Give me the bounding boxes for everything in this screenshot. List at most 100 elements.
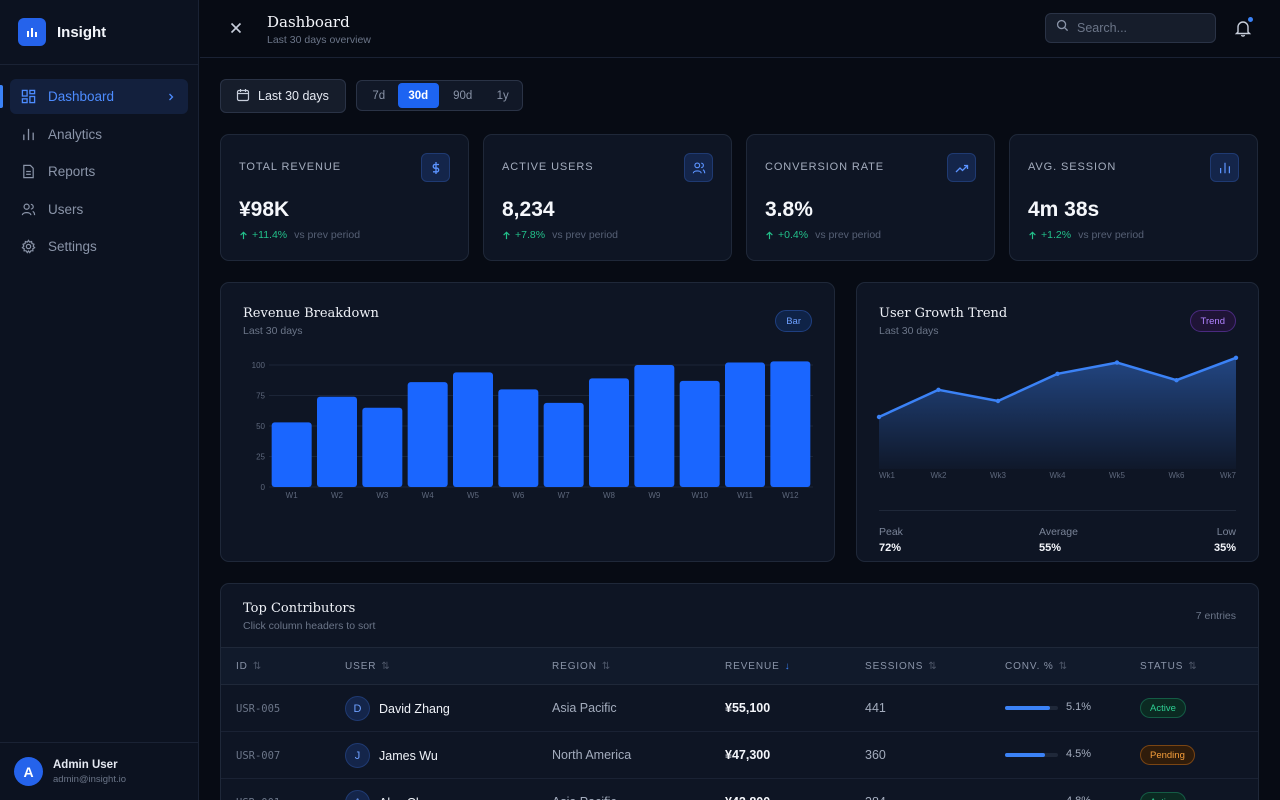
data-point[interactable] xyxy=(876,414,882,420)
cell-sessions: 441 xyxy=(865,701,886,715)
date-range-button[interactable]: Last 30 days xyxy=(220,79,346,113)
sidebar-item-label: Reports xyxy=(48,164,96,179)
column-header-id[interactable]: ID ⇅ xyxy=(236,661,262,672)
user-name: David Zhang xyxy=(379,701,450,716)
column-header-sessions[interactable]: SESSIONS ⇅ xyxy=(865,661,938,672)
bar[interactable] xyxy=(453,372,493,487)
range-option-7d[interactable]: 7d xyxy=(372,89,386,102)
column-header-conversion[interactable]: CONV. % ⇅ xyxy=(1005,661,1068,672)
card-title: User Growth Trend xyxy=(879,306,1008,321)
search-icon xyxy=(1056,19,1069,37)
sort-icon: ⇅ xyxy=(928,661,938,672)
x-tick-label: W2 xyxy=(331,491,344,500)
x-tick-label: W4 xyxy=(422,491,435,500)
user-name: James Wu xyxy=(379,748,438,763)
bar[interactable] xyxy=(589,378,629,487)
bar[interactable] xyxy=(543,402,584,487)
column-header-revenue[interactable]: REVENUE ↓ xyxy=(725,661,791,672)
conversion-bar xyxy=(1005,706,1058,710)
kpi-compare: vs prev period xyxy=(294,229,361,241)
cell-id: USR-005 xyxy=(236,703,281,715)
sidebar-item-label: Users xyxy=(48,201,84,217)
sidebar-item-label: Dashboard xyxy=(48,89,115,104)
sidebar-item-dashboard[interactable]: Dashboard xyxy=(0,79,188,114)
avatar: A xyxy=(345,790,370,800)
data-point[interactable] xyxy=(995,398,1001,404)
bar-chart-icon xyxy=(1210,153,1239,182)
cell-id: USR-007 xyxy=(236,750,281,762)
cell-id: USR-001 xyxy=(236,797,280,800)
bar[interactable] xyxy=(317,396,357,487)
column-header-region[interactable]: REGION ⇅ xyxy=(552,661,611,672)
growth-stats: Peak 72% Average 55% Low 35% xyxy=(879,510,1236,554)
x-tick-label: Wk6 xyxy=(1169,471,1186,480)
bar[interactable] xyxy=(679,380,720,487)
kpi-delta-value: +0.4% xyxy=(778,229,809,241)
x-tick-label: W5 xyxy=(467,491,480,500)
search-input[interactable] xyxy=(1077,21,1207,35)
notification-dot xyxy=(1248,17,1253,22)
kpi-compare: vs prev period xyxy=(815,229,882,241)
sort-icon: ⇅ xyxy=(1188,661,1198,672)
kpi-card-users: ACTIVE USERS 8,234 +7.8% vs prev period xyxy=(483,134,732,261)
kpi-label: CONVERSION RATE xyxy=(765,161,885,173)
kpi-delta: +1.2% vs prev period xyxy=(1028,229,1144,241)
x-tick-label: Wk2 xyxy=(931,471,948,480)
data-point[interactable] xyxy=(1233,355,1239,360)
data-point[interactable] xyxy=(1114,360,1120,365)
x-tick-label: W10 xyxy=(691,491,708,500)
column-header-status[interactable]: STATUS ⇅ xyxy=(1140,661,1198,672)
range-option-1y[interactable]: 1y xyxy=(496,89,509,102)
status-badge: Active xyxy=(1140,698,1186,718)
data-point[interactable] xyxy=(1174,378,1179,383)
sidebar-item-reports[interactable]: Reports xyxy=(10,154,188,189)
data-point[interactable] xyxy=(936,387,941,392)
x-tick-label: W1 xyxy=(286,491,299,500)
kpi-label: ACTIVE USERS xyxy=(502,161,594,173)
cell-region: Asia Pacific xyxy=(552,701,617,715)
table-row[interactable]: USR-001 A Alex Chen Asia Pacific ¥42,800 384 4… xyxy=(221,779,1258,800)
bar[interactable] xyxy=(271,422,312,487)
bar[interactable] xyxy=(634,365,675,487)
cell-revenue: ¥42,800 xyxy=(725,795,770,800)
user-growth-chart: Wk1 Wk2 Wk3 Wk4 Wk5 Wk6 Wk7 xyxy=(876,355,1239,480)
card-subtitle: Last 30 days xyxy=(243,325,303,337)
search-box[interactable] xyxy=(1045,13,1216,43)
kpi-delta: +11.4% vs prev period xyxy=(239,229,360,241)
bar[interactable] xyxy=(498,389,539,487)
bar[interactable] xyxy=(770,361,811,487)
sidebar-item-settings[interactable]: Settings xyxy=(10,229,188,264)
stat-value: 35% xyxy=(1213,542,1236,554)
data-point[interactable] xyxy=(1055,371,1060,376)
sidebar-item-users[interactable]: Users xyxy=(10,192,188,227)
stat-label: Low xyxy=(1216,526,1236,538)
sort-icon: ⇅ xyxy=(381,661,391,672)
table-row[interactable]: USR-005 D David Zhang Asia Pacific ¥55,100 44… xyxy=(221,685,1258,732)
brand[interactable]: Insight xyxy=(0,0,198,65)
kpi-delta-value: +1.2% xyxy=(1041,229,1072,241)
close-icon[interactable] xyxy=(228,20,244,36)
x-tick-label: W8 xyxy=(603,491,616,500)
bell-icon[interactable] xyxy=(1234,19,1252,37)
kpi-value: 8,234 xyxy=(502,198,555,221)
bar[interactable] xyxy=(725,362,765,487)
calendar-icon xyxy=(236,88,250,105)
bar[interactable] xyxy=(407,382,448,487)
column-header-user[interactable]: USER ⇅ xyxy=(345,661,391,672)
table-row[interactable]: USR-007 J James Wu North America ¥47,300 360 4… xyxy=(221,732,1258,779)
conversion-bar-fill xyxy=(1005,706,1051,710)
range-option-30d[interactable]: 30d xyxy=(397,83,440,108)
contributors-table-card: Top Contributors Click column headers to… xyxy=(220,583,1259,800)
x-tick-label: W3 xyxy=(376,491,389,500)
range-option-90d[interactable]: 90d xyxy=(453,89,473,102)
user-profile[interactable]: A Admin User admin@insight.io xyxy=(0,742,199,800)
y-tick-label: 100 xyxy=(252,361,266,370)
cell-user: D David Zhang xyxy=(345,696,450,721)
column-label: REVENUE xyxy=(725,661,780,672)
bar[interactable] xyxy=(362,407,403,487)
range-selector: 7d 30d 90d 1y xyxy=(356,80,523,111)
column-label: USER xyxy=(345,661,377,672)
x-tick-label: Wk1 xyxy=(879,471,896,480)
kpi-delta: +0.4% vs prev period xyxy=(765,229,881,241)
sidebar-item-analytics[interactable]: Analytics xyxy=(10,117,188,152)
